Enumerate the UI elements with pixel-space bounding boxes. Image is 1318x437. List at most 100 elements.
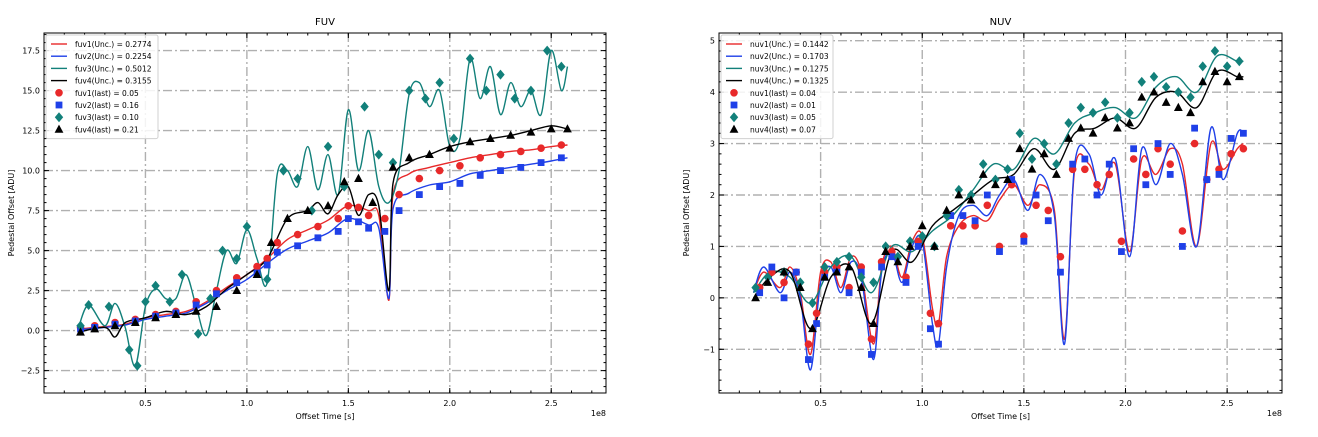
data-point [1149, 71, 1159, 82]
x-axis-label: Offset Time [s] [295, 412, 354, 421]
data-point [1222, 61, 1232, 72]
data-point [1105, 160, 1113, 168]
data-point [954, 184, 964, 195]
legend-marker-swatch [730, 89, 738, 97]
data-point [1076, 102, 1085, 113]
data-point [946, 222, 955, 230]
data-point [1210, 46, 1220, 56]
data-point [193, 328, 203, 339]
data-point [1015, 128, 1025, 139]
data-point [1186, 92, 1195, 103]
legend-marker-swatch [729, 124, 739, 133]
data-point [84, 300, 93, 310]
data-point [1179, 243, 1186, 250]
legend-marker-swatch [54, 124, 64, 133]
data-point [537, 144, 545, 152]
data-point [482, 85, 491, 96]
data-point [996, 248, 1003, 255]
data-point [151, 313, 160, 322]
chart-title: NUV [990, 17, 1012, 28]
data-point [365, 224, 373, 232]
data-point [510, 93, 519, 104]
legend-label: nuv2(last) = 0.01 [750, 101, 816, 110]
y-tick-label: 17.5 [22, 47, 40, 56]
data-point [905, 236, 915, 247]
x-tick-label: 2.5 [545, 399, 558, 408]
data-point [917, 221, 927, 230]
x-tick-label: 1.0 [916, 399, 929, 408]
y-axis-label: Pedestal Offset [ADU] [682, 170, 691, 257]
data-point [496, 69, 505, 80]
data-point [546, 124, 556, 133]
data-point [808, 323, 817, 333]
y-tick-label: 5.0 [27, 247, 40, 256]
data-point [368, 197, 378, 206]
legend: fuv1(Unc.) = 0.2774 fuv2(Unc.) = 0.2254 fu… [45, 34, 159, 140]
data-point [763, 277, 773, 286]
data-point [415, 191, 423, 198]
data-point [795, 282, 805, 291]
data-point [792, 268, 800, 276]
legend-label: nuv1(last) = 0.04 [750, 89, 816, 98]
data-point [1227, 150, 1235, 158]
data-point [125, 344, 134, 355]
data-point [893, 251, 903, 262]
data-point [959, 222, 967, 230]
data-point [435, 77, 444, 88]
data-point [344, 215, 352, 222]
y-tick-label: 0 [710, 294, 715, 303]
y-tick-label: 4 [710, 88, 715, 97]
x-tick-label: 1.5 [1018, 399, 1031, 408]
data-point [751, 293, 760, 302]
y-tick-label: 3 [710, 140, 715, 149]
data-point [856, 282, 866, 291]
data-point [212, 301, 221, 310]
data-point [1186, 107, 1195, 117]
axes-frame [718, 32, 1283, 394]
data-point [1198, 77, 1208, 86]
data-point [476, 154, 485, 162]
data-point [374, 149, 383, 160]
data-point [844, 262, 854, 271]
data-point [381, 214, 389, 223]
chart-title: FUV [315, 17, 335, 28]
data-point [768, 263, 776, 271]
data-point [1093, 191, 1101, 199]
data-point [1008, 176, 1016, 183]
data-point [905, 241, 915, 250]
data-point [1173, 102, 1183, 111]
data-point [918, 231, 927, 242]
data-point [1081, 165, 1089, 174]
data-point [1161, 97, 1171, 106]
data-point [1064, 133, 1073, 142]
chart-panel-nuv: 0.5 1.0 1.5 2.0 2.5 −1 0 1 2 3 4 5 NUV Offset Time [s… [682, 17, 1283, 421]
data-point [1142, 181, 1150, 189]
data-point [954, 190, 964, 199]
data-point [191, 306, 201, 315]
data-point [1069, 160, 1077, 168]
legend-label: fuv1(last) = 0.05 [75, 89, 139, 98]
data-point [1027, 154, 1037, 164]
data-point [780, 278, 788, 287]
data-point [1044, 217, 1052, 225]
legend-marker-swatch [55, 101, 63, 109]
data-point [76, 327, 85, 336]
data-point [832, 256, 842, 267]
data-point [978, 169, 988, 178]
data-point [1093, 180, 1101, 189]
data-point [845, 289, 853, 297]
data-point [517, 164, 525, 171]
x-offset-text: 1e8 [1267, 409, 1282, 418]
data-point [263, 261, 271, 269]
data-point [1003, 174, 1013, 183]
data-point [1039, 149, 1049, 158]
y-tick-label: −2.5 [21, 367, 40, 376]
data-point [763, 272, 772, 283]
data-point [966, 190, 976, 200]
data-point [516, 147, 525, 156]
data-point [273, 238, 282, 247]
data-point [1088, 128, 1098, 137]
data-point [1100, 97, 1110, 108]
data-point [868, 351, 875, 358]
data-point [1118, 248, 1125, 255]
